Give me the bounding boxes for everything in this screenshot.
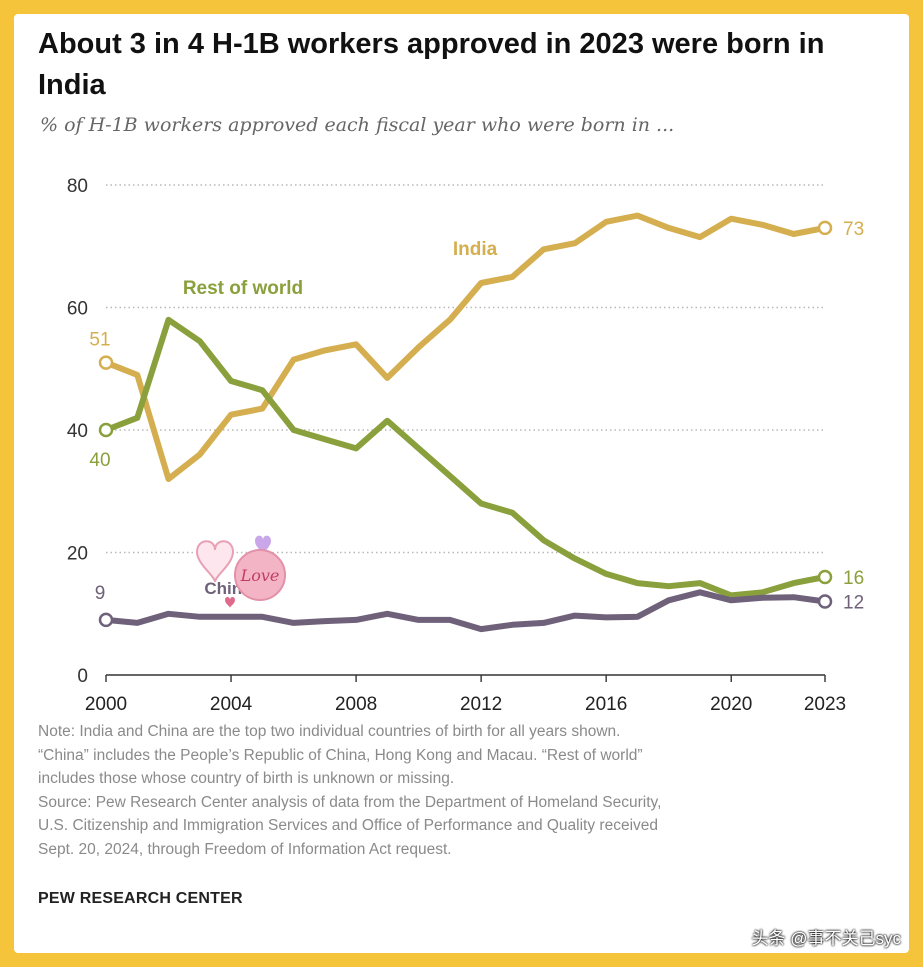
chart-notes: Note: India and China are the top two in… <box>38 720 858 861</box>
endpoint-marker-india <box>98 355 114 370</box>
x-tick-label: 2000 <box>85 694 127 715</box>
x-tick-label: 2016 <box>585 694 627 715</box>
start-value-label-india: 51 <box>89 330 110 351</box>
note-line: Sept. 20, 2024, through Freedom of Infor… <box>38 840 452 858</box>
x-tick-label: 2008 <box>335 694 377 715</box>
endpoint-marker-rest-of-world <box>817 569 833 585</box>
series-line-rest-of-world <box>103 316 828 599</box>
start-value-label-china: 9 <box>95 583 106 604</box>
y-tick-label: 80 <box>67 176 88 197</box>
chart-title: About 3 in 4 H-1B workers approved in 20… <box>38 28 825 101</box>
note-line: includes those whose country of birth is… <box>38 770 455 787</box>
pew-brand-logo: PEW RESEARCH CENTER <box>38 890 243 907</box>
endpoint-marker-china <box>817 594 833 609</box>
series-line-china <box>103 589 828 633</box>
note-line: Note: India and China are the top two in… <box>38 723 621 740</box>
start-value-label-rest-of-world: 40 <box>89 450 110 471</box>
end-value-label-rest-of-world: 16 <box>843 568 864 589</box>
x-tick-label: 2012 <box>460 694 502 715</box>
endpoint-marker-china <box>98 612 114 628</box>
x-tick-label: 2023 <box>804 694 846 715</box>
y-tick-label: 20 <box>67 544 88 565</box>
sticker-text: Love <box>240 566 280 585</box>
note-line: “China” includes the People’s Republic o… <box>38 746 643 764</box>
y-tick-label: 0 <box>77 666 88 687</box>
x-tick-label: 2004 <box>210 694 253 715</box>
x-tick-label: 2020 <box>710 694 752 715</box>
series-name-label-rest-of-world: Rest of world <box>183 278 303 299</box>
y-tick-label: 60 <box>67 299 88 320</box>
note-line: Source: Pew Research Center analysis of … <box>38 793 662 811</box>
endpoint-marker-rest-of-world <box>98 422 114 438</box>
watermark-text: 头条 @事不关己syc <box>751 929 901 948</box>
end-value-label-china: 12 <box>843 593 864 614</box>
series-name-label-india: India <box>453 239 498 260</box>
series-line-india <box>103 212 828 482</box>
chart-subtitle: % of H-1B workers approved each fiscal y… <box>40 114 675 136</box>
heart-sticker-icon: Love <box>195 535 286 608</box>
end-value-label-india: 73 <box>843 219 864 240</box>
y-tick-label: 40 <box>67 421 88 442</box>
endpoint-marker-india <box>817 220 833 236</box>
note-line: U.S. Citizenship and Immigration Service… <box>38 817 658 834</box>
